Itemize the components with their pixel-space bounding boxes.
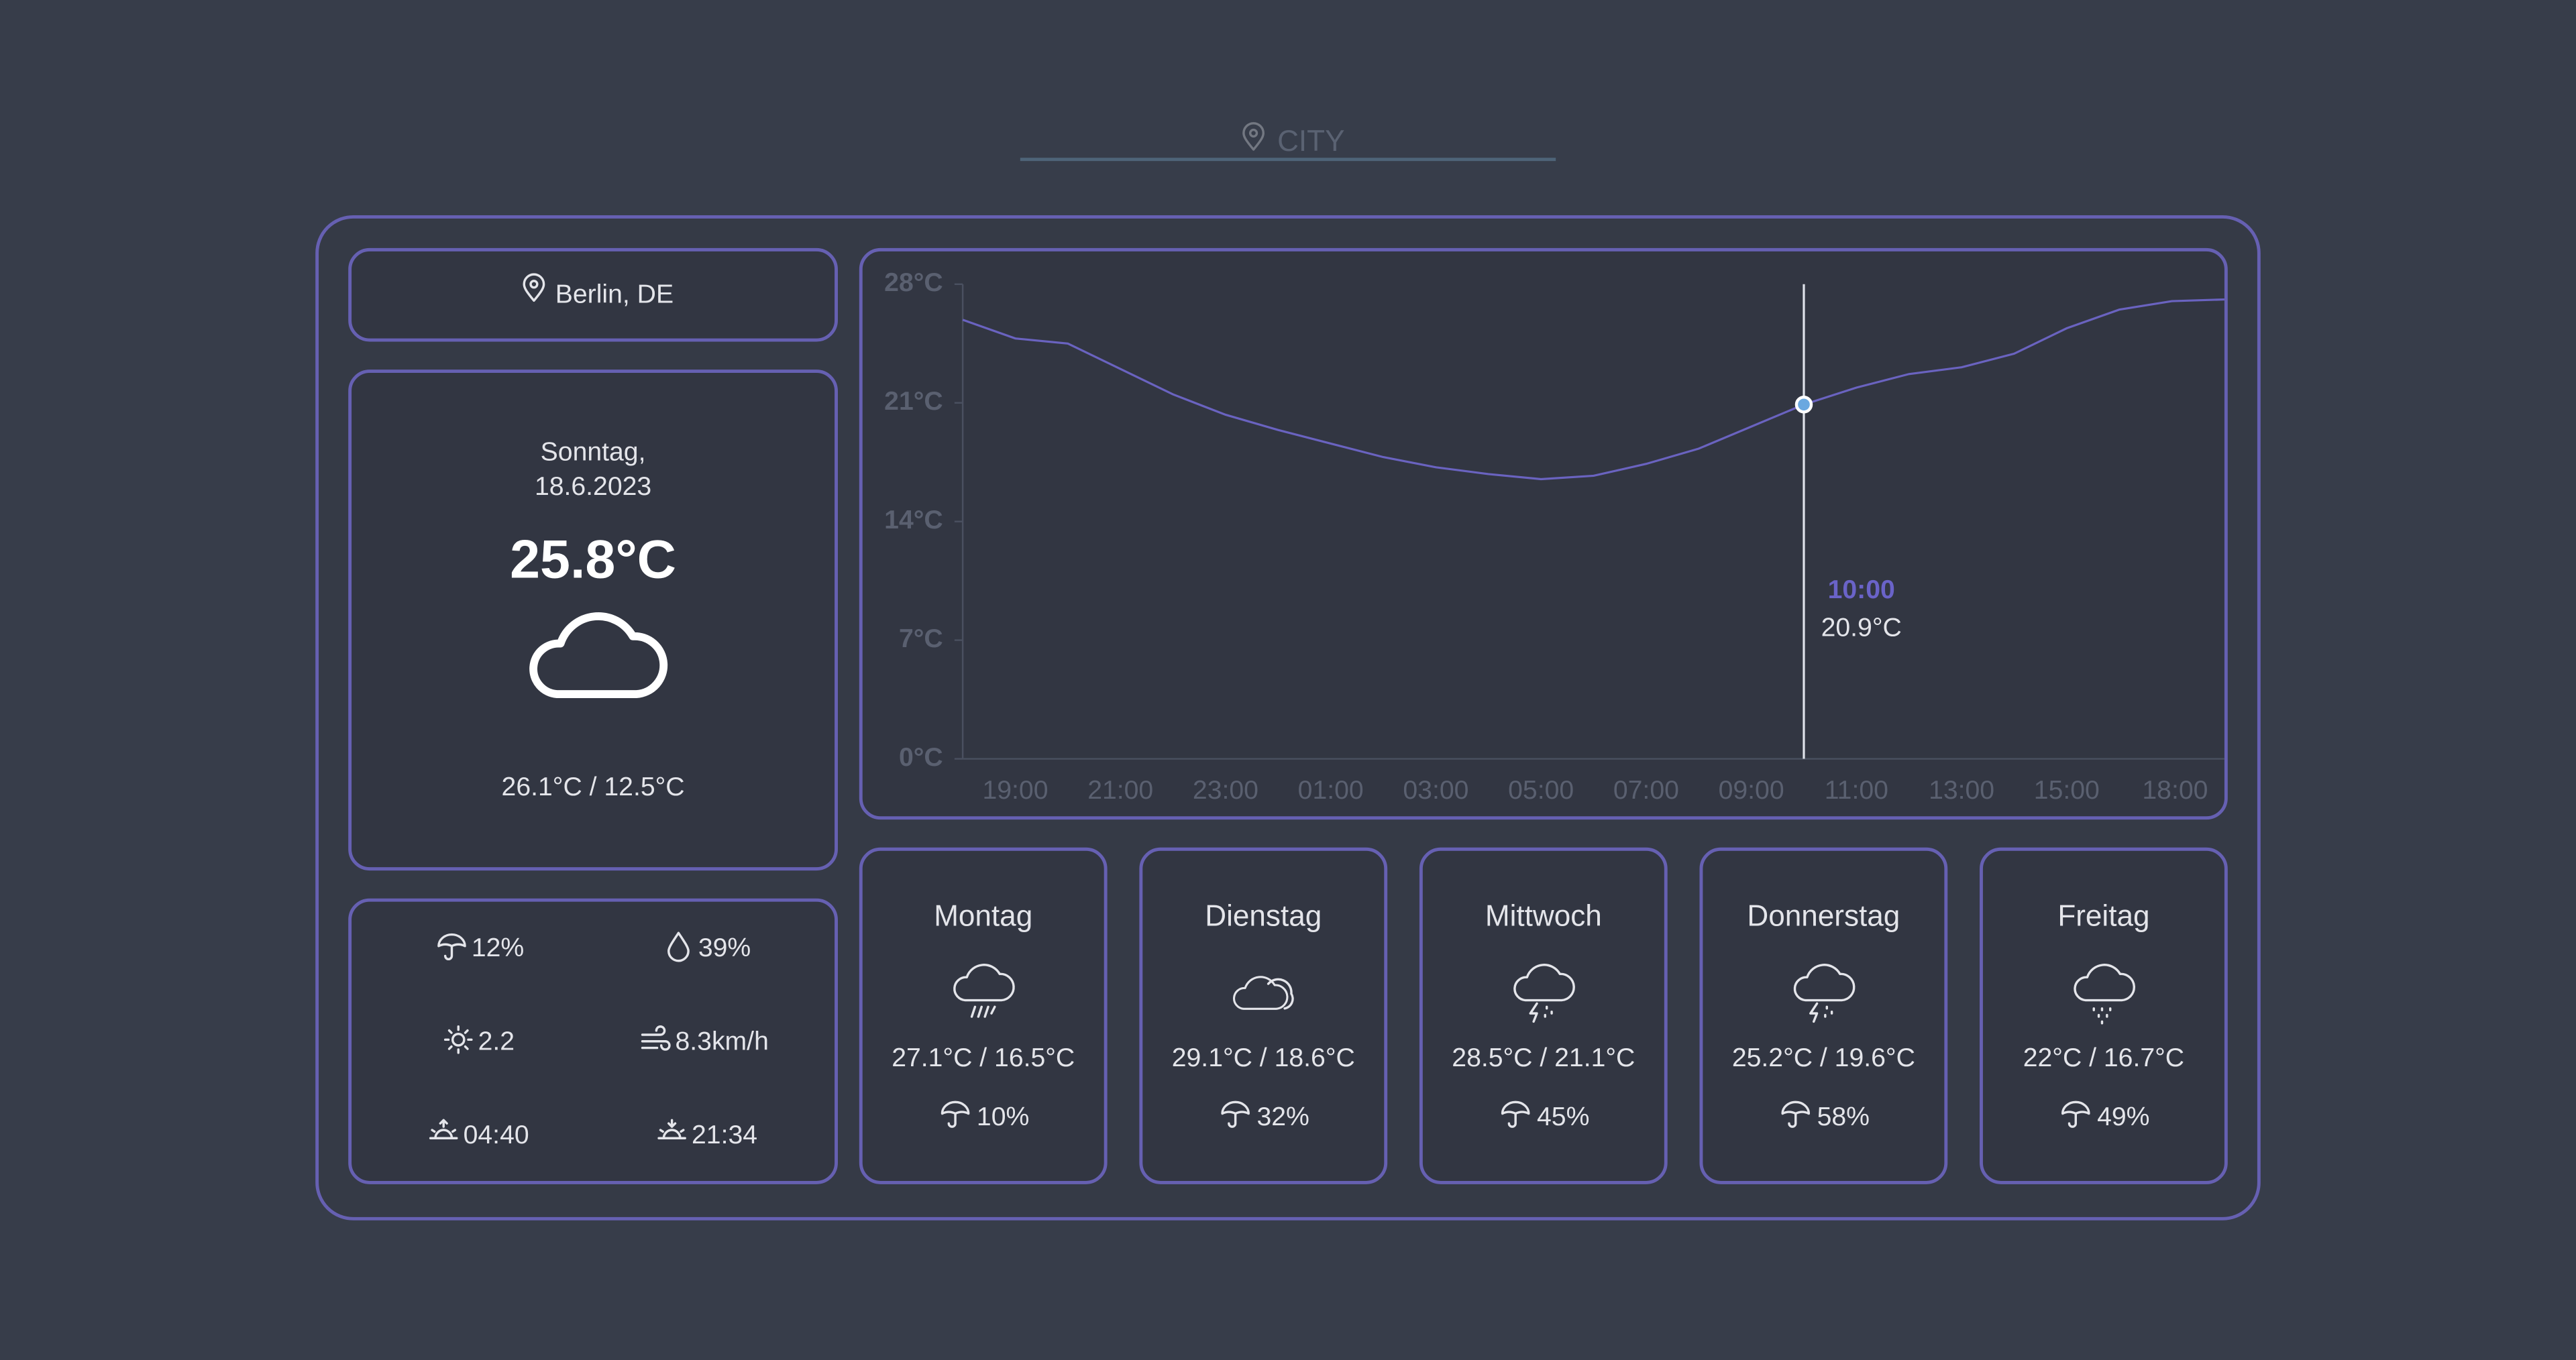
forecast-rain: 32% xyxy=(1256,1102,1309,1131)
forecast-day: Mittwoch xyxy=(1485,900,1602,933)
hover-point xyxy=(1794,396,1813,414)
tooltip-value: 20.9°C xyxy=(1821,613,1902,642)
forecast-card xyxy=(1419,847,1668,1184)
forecast-card xyxy=(1139,847,1388,1184)
y-tick-label: 14°C xyxy=(884,506,943,534)
x-tick-label: 18:00 xyxy=(2142,776,2208,805)
uv-index: 2.2 xyxy=(478,1027,515,1056)
forecast-card xyxy=(859,847,1108,1184)
forecast-rain: 45% xyxy=(1537,1102,1589,1131)
pin-icon xyxy=(1242,122,1265,151)
x-tick-label: 13:00 xyxy=(1929,776,1994,805)
location-panel xyxy=(348,247,838,342)
x-tick-label: 19:00 xyxy=(982,776,1048,805)
forecast-temps: 25.2°C / 19.6°C xyxy=(1732,1043,1915,1072)
forecast-rain: 10% xyxy=(977,1102,1029,1131)
forecast-rain: 58% xyxy=(1817,1102,1870,1131)
day: Sonntag, xyxy=(541,437,646,466)
forecast-temps: 27.1°C / 16.5°C xyxy=(892,1043,1075,1072)
details-panel xyxy=(348,898,838,1184)
forecast-temps: 28.5°C / 21.1°C xyxy=(1452,1043,1635,1072)
search-bar[interactable]: CITY xyxy=(1020,122,1556,162)
search-placeholder[interactable]: CITY xyxy=(1277,125,1344,158)
y-tick-label: 0°C xyxy=(899,743,943,772)
location: Berlin, DE xyxy=(555,280,674,308)
forecast-day: Freitag xyxy=(2057,900,2149,933)
forecast-temps: 22°C / 16.7°C xyxy=(2023,1043,2184,1072)
x-tick-label: 07:00 xyxy=(1613,776,1679,805)
forecast-day: Montag xyxy=(934,900,1032,933)
temperature-line xyxy=(962,298,2224,481)
precipitation: 12% xyxy=(472,933,524,962)
date: 18.6.2023 xyxy=(535,472,651,501)
wind: 8.3km/h xyxy=(676,1027,769,1056)
sunset: 21:34 xyxy=(692,1121,757,1149)
temperature-chart: 0°C 7°C 14°C 21°C 28°C 19:00 21:00 23:00 01:00 03… xyxy=(884,268,2224,805)
high-low: 26.1°C / 12.5°C xyxy=(502,773,685,801)
chart-panel xyxy=(859,247,2228,820)
forecast-day: Donnerstag xyxy=(1747,900,1900,933)
forecast-card xyxy=(1699,847,1948,1184)
humidity: 39% xyxy=(698,933,751,962)
current-temperature: 25.8°C xyxy=(510,529,676,589)
x-tick-label: 03:00 xyxy=(1403,776,1468,805)
x-tick-label: 23:00 xyxy=(1193,776,1258,805)
y-tick-label: 7°C xyxy=(899,624,943,653)
x-tick-label: 11:00 xyxy=(1825,776,1888,805)
forecast-day: Dienstag xyxy=(1205,900,1322,933)
y-tick-label: 28°C xyxy=(884,268,943,297)
forecast-temps: 29.1°C / 18.6°C xyxy=(1172,1043,1355,1072)
sunrise: 04:40 xyxy=(464,1121,529,1149)
forecast-card xyxy=(1980,847,2228,1184)
x-tick-label: 21:00 xyxy=(1087,776,1153,805)
y-tick-label: 21°C xyxy=(884,387,943,416)
x-tick-label: 15:00 xyxy=(2034,776,2100,805)
x-tick-label: 05:00 xyxy=(1508,776,1574,805)
x-tick-label: 01:00 xyxy=(1298,776,1364,805)
x-tick-label: 09:00 xyxy=(1719,776,1784,805)
forecast: Montag 27.1°C / 16.5°C 10% Dienstag 29.1°C /… xyxy=(859,847,2228,1184)
forecast-rain: 49% xyxy=(2097,1102,2149,1131)
tooltip-time: 10:00 xyxy=(1828,575,1895,604)
